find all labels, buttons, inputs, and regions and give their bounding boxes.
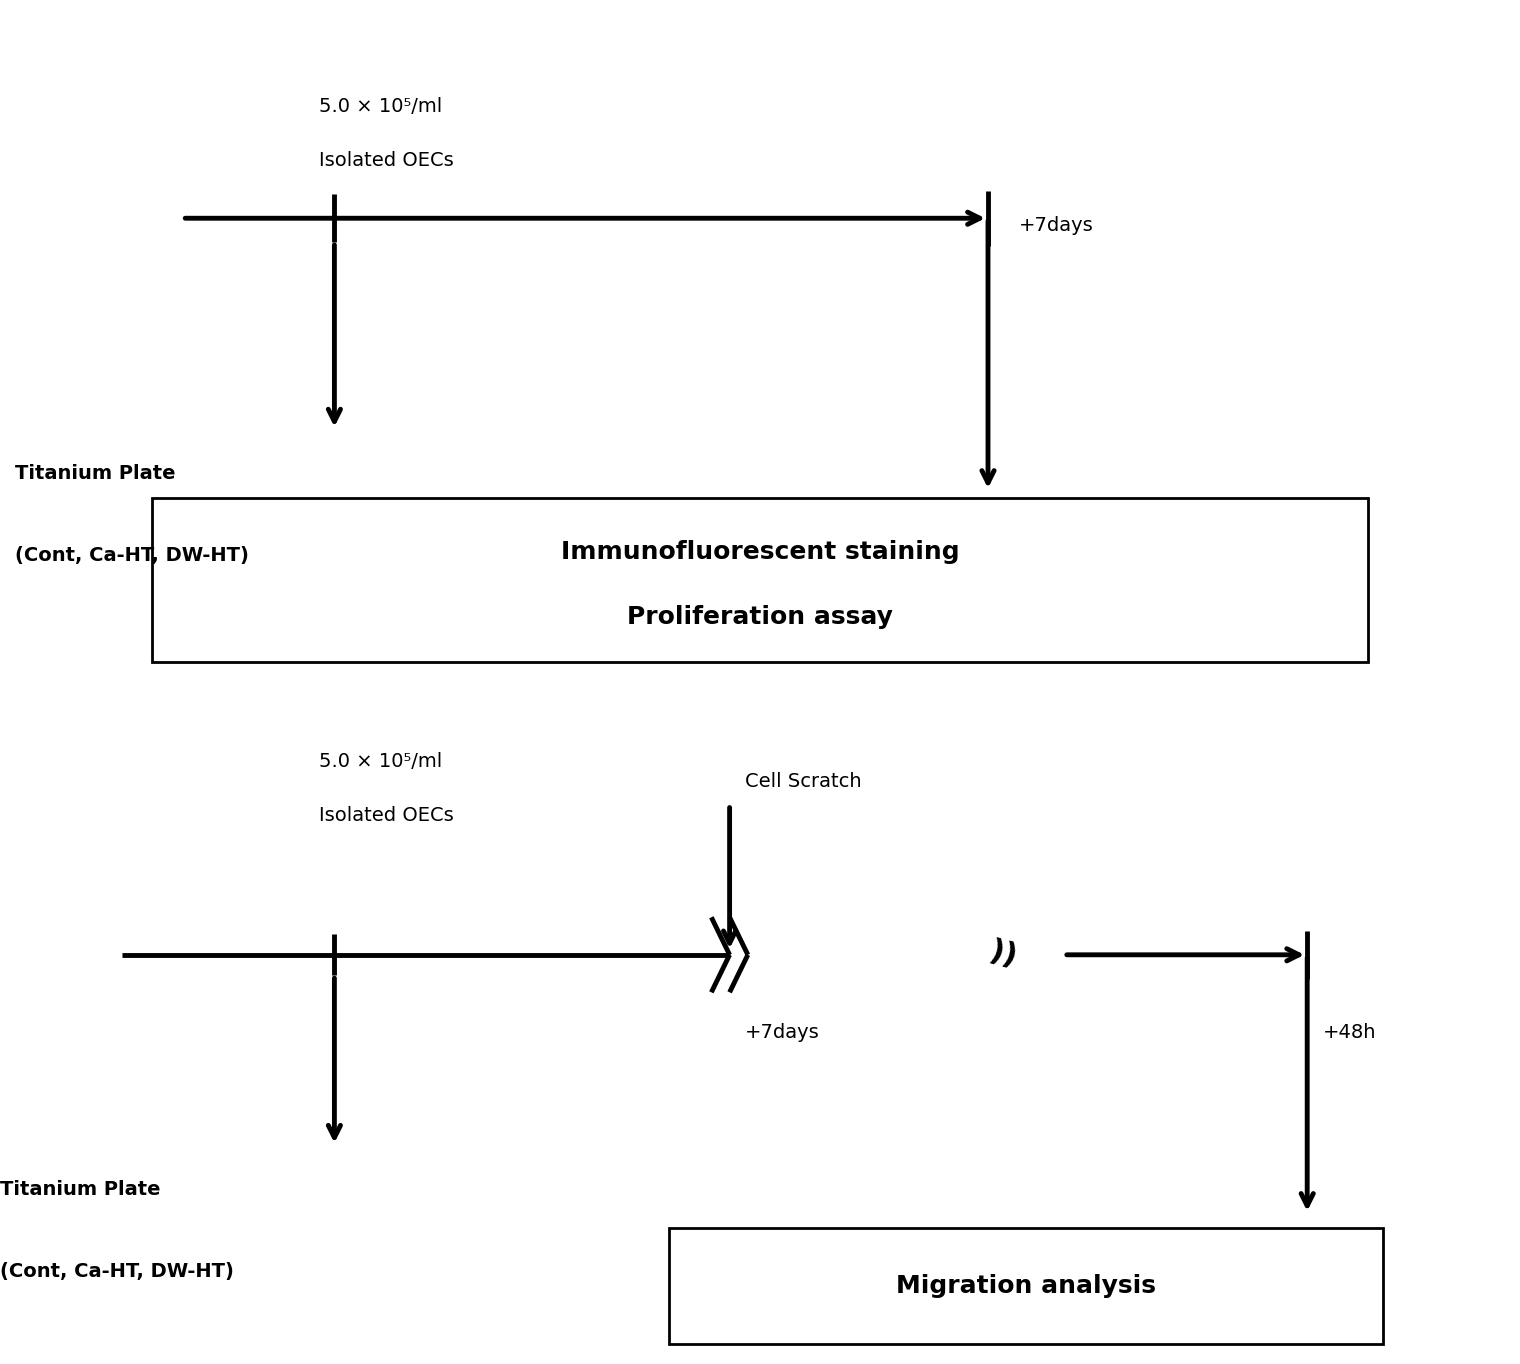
Text: Titanium Plate: Titanium Plate — [0, 1180, 161, 1199]
Text: (Cont, Ca-HT, DW-HT): (Cont, Ca-HT, DW-HT) — [15, 546, 249, 565]
Bar — [152, 498, 1368, 662]
Text: Titanium Plate: Titanium Plate — [15, 464, 176, 483]
Text: Migration analysis: Migration analysis — [895, 1274, 1157, 1297]
Text: Isolated OECs: Isolated OECs — [319, 151, 454, 170]
Text: +48h: +48h — [1322, 1023, 1376, 1042]
Text: Immunofluorescent staining: Immunofluorescent staining — [561, 540, 959, 563]
Text: 5.0 × 10⁵/ml: 5.0 × 10⁵/ml — [319, 752, 442, 771]
Text: Proliferation assay: Proliferation assay — [628, 606, 892, 629]
Text: )): )) — [986, 937, 1020, 973]
Text: (Cont, Ca-HT, DW-HT): (Cont, Ca-HT, DW-HT) — [0, 1262, 234, 1281]
Text: 5.0 × 10⁵/ml: 5.0 × 10⁵/ml — [319, 97, 442, 116]
Bar — [669, 1228, 1383, 1344]
Text: +7days: +7days — [745, 1023, 819, 1042]
Text: +7days: +7days — [1018, 216, 1093, 235]
Text: Isolated OECs: Isolated OECs — [319, 806, 454, 825]
Text: Cell Scratch: Cell Scratch — [745, 772, 862, 791]
